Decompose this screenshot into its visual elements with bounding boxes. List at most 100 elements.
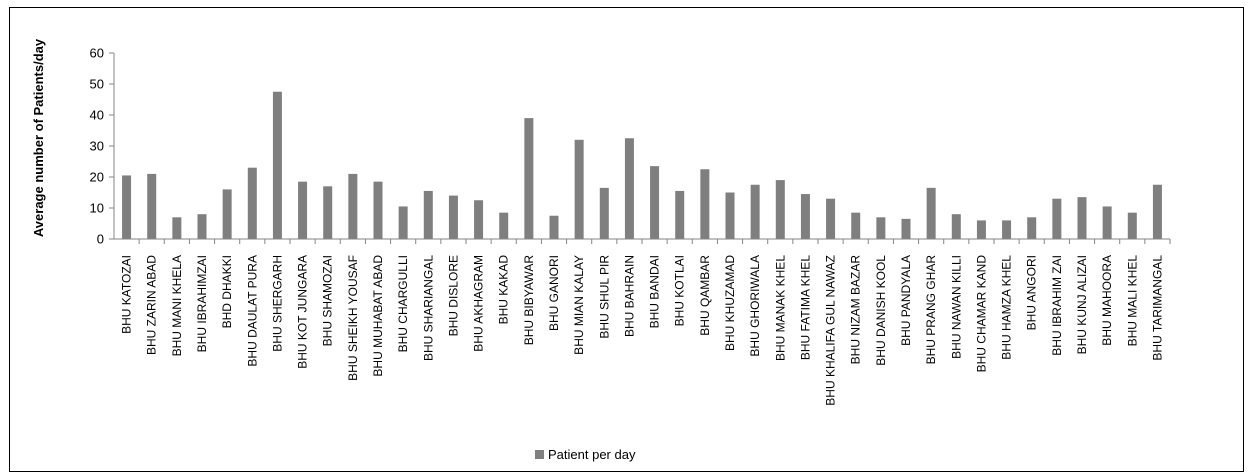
bar [976, 220, 986, 239]
x-tick-label: BHU AKHAGRAM [472, 255, 486, 352]
x-tick-label: BHU MALI KHEL [1125, 255, 1139, 347]
x-tick-label: BHU ZARIN ABAD [145, 255, 159, 355]
x-tick-label: BHU KOT JUNGARA [296, 255, 310, 369]
bar [1077, 197, 1087, 239]
bar [901, 218, 911, 239]
x-tick-label: BHU MIAN KALAY [572, 255, 586, 355]
x-tick-label: BHU KUNJ ALIZAI [1075, 255, 1089, 354]
bar [1052, 198, 1062, 239]
axes [113, 53, 1170, 240]
legend-label: Patient per day [548, 447, 636, 462]
bar [298, 181, 308, 239]
x-tick-label: BHU TARIMANGAL [1150, 255, 1164, 361]
chart-frame: 0 10 20 30 40 50 60 BHU KATOZAI BHU ZARIN ABAD B… [9, 7, 1244, 472]
x-tick-label: BHU BAHRAIN [622, 255, 636, 337]
x-tick-label: BHU SHARIANGAL [421, 255, 435, 361]
y-axis-title: Average number of Patients/day [31, 38, 46, 237]
y-tick-label: 40 [90, 108, 104, 123]
bar [800, 194, 810, 239]
x-tick-label: BHU MANAK KHEL [773, 255, 787, 361]
bar [524, 118, 534, 239]
y-tick-label: 10 [90, 201, 104, 216]
x-tick-label: BHU PANDYALA [899, 255, 913, 346]
bar [574, 139, 584, 239]
x-tick-label: BHU MUHABAT ABAD [371, 255, 385, 377]
bar [675, 190, 685, 239]
x-tick-label: BHU DANISH KOOL [874, 255, 888, 366]
bar [272, 91, 282, 239]
bar [373, 181, 383, 239]
bar [725, 192, 735, 239]
bar [323, 186, 333, 239]
x-tick-label: BHU SHERGARH [270, 255, 284, 352]
x-tick-label: BHU SHEIKH YOUSAF [346, 255, 360, 381]
bar [1002, 220, 1012, 239]
x-tick-label: BHU NAWAN KILLI [949, 255, 963, 359]
y-tick-label: 60 [90, 46, 104, 61]
x-tick-label: BHU DISLORE [446, 255, 460, 336]
bar [147, 173, 157, 239]
x-tick-label: BHU KOTLAI [673, 255, 687, 326]
y-tick-label: 0 [97, 232, 104, 247]
x-tick-label: BHD DHAKKI [220, 255, 234, 328]
bar [172, 217, 182, 239]
x-tick-label: BHU GANORI [547, 255, 561, 331]
bar [474, 200, 484, 239]
y-tick-label: 50 [90, 77, 104, 92]
bar [549, 215, 559, 239]
bar [650, 166, 660, 239]
bar [448, 195, 458, 239]
x-tick-label: BHU ANGORI [1025, 255, 1039, 330]
bar [122, 175, 132, 239]
bar [951, 214, 961, 239]
x-tick-label: BHU BANDAI [648, 255, 662, 328]
bar [222, 189, 232, 239]
x-tick-label: BHU SHAMOZAI [321, 255, 335, 346]
x-tick-label: BHU KATOZAI [120, 255, 134, 334]
x-tick-label: BHU SHUL PIR [597, 255, 611, 339]
bar [499, 212, 509, 239]
bar [876, 217, 886, 239]
x-tick-label: BHU IBRAHIMZAI [195, 255, 209, 352]
bar [247, 167, 257, 239]
x-tick-label: BHU QAMBAR [698, 255, 712, 336]
x-tick-label: BHU DAULAT PURA [245, 255, 259, 367]
x-tick-label: BHU CHAMAR KAND [974, 255, 988, 373]
bar [1102, 206, 1112, 239]
bar [826, 198, 836, 239]
x-tick-label: BHU HAMZA KHEL [1000, 255, 1014, 360]
bar [775, 180, 785, 239]
bar [700, 169, 710, 239]
y-tick-label: 30 [90, 139, 104, 154]
bar [750, 184, 760, 239]
x-tick-label: BHU MANI KHELA [170, 255, 184, 356]
bar [1027, 217, 1037, 239]
legend-swatch [535, 450, 544, 459]
x-tick-label: BHU PRANG GHAR [924, 255, 938, 365]
x-axis-labels: BHU KATOZAI BHU ZARIN ABAD BHU MANI KHELA B… [120, 239, 1171, 406]
x-tick-label: BHU KHUZAMAD [723, 255, 737, 351]
x-tick-label: BHU FATIMA KHEL [798, 255, 812, 360]
x-tick-label: BHU GHORIWALA [748, 255, 762, 357]
bar [599, 187, 609, 239]
x-tick-label: BHU KAKAD [497, 255, 511, 325]
bar [926, 187, 936, 239]
y-tick-label: 20 [90, 170, 104, 185]
x-tick-label: BHU MAHOORA [1100, 255, 1114, 346]
legend: Patient per day [535, 447, 636, 462]
bar [851, 212, 861, 239]
x-tick-label: BHU KHALIFA GUL NAWAZ [824, 255, 838, 406]
y-axis-ticks: 0 10 20 30 40 50 60 [90, 46, 114, 247]
bar [398, 206, 408, 239]
x-tick-label: BHU BIBYAWAR [522, 255, 536, 346]
x-tick-label: BHU CHARGULLI [396, 255, 410, 352]
x-tick-label: BHU NIZAM BAZAR [849, 255, 863, 365]
bar [1127, 212, 1137, 239]
bar [1152, 184, 1162, 239]
bar-series [122, 91, 1162, 239]
bar [423, 190, 433, 239]
x-tick-label: BHU IBRAHIM ZAI [1050, 255, 1064, 356]
bar [624, 138, 634, 239]
bar [197, 214, 207, 239]
